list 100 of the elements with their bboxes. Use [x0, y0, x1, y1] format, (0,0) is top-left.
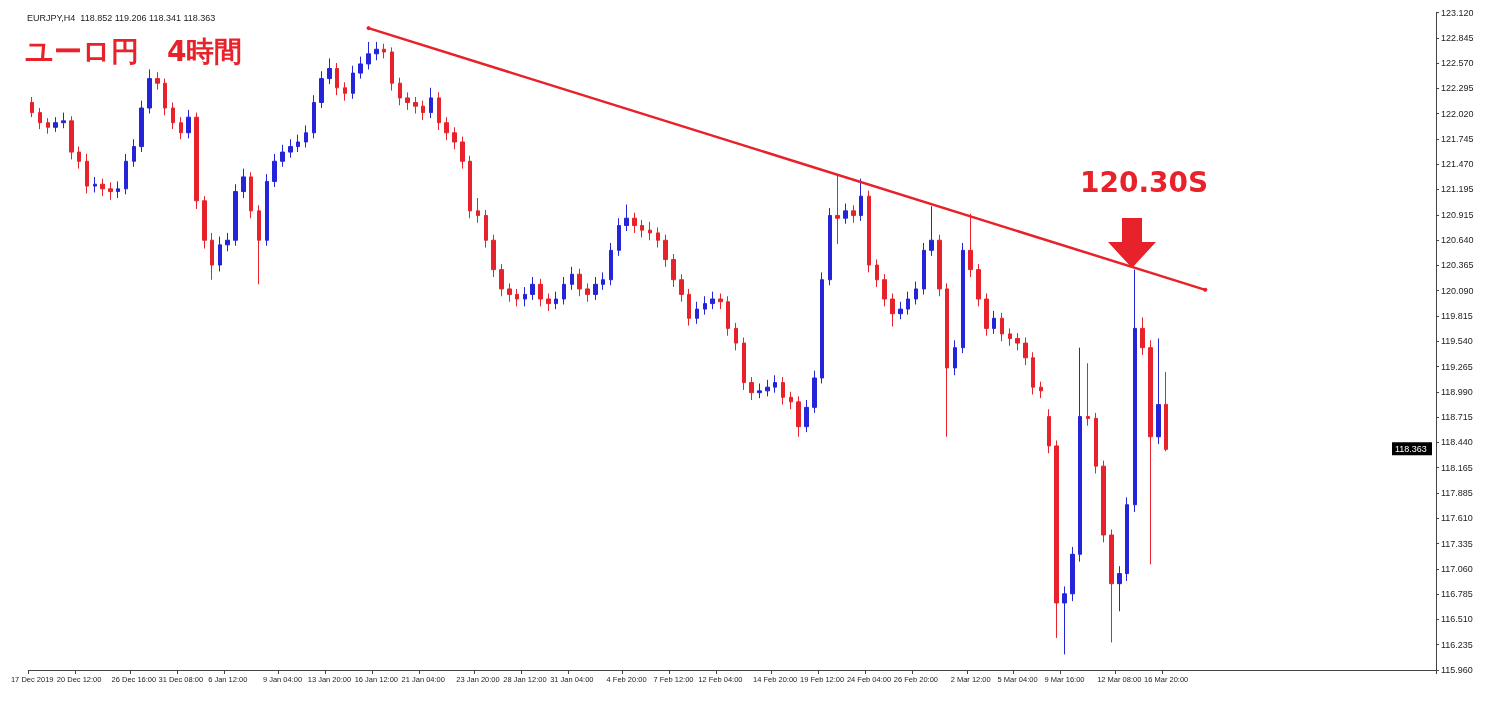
- candlestick: [241, 168, 246, 199]
- y-tick-label: 120.090: [1441, 285, 1474, 296]
- candlestick: [327, 57, 332, 85]
- candlestick: [335, 62, 339, 96]
- candlestick: [875, 259, 879, 288]
- candlestick: [460, 135, 465, 170]
- y-tick-label: 118.165: [1441, 462, 1473, 473]
- candlestick: [609, 242, 613, 286]
- candlestick: [796, 395, 801, 438]
- candlestick: [992, 310, 996, 335]
- y-tick-label: 120.640: [1441, 235, 1474, 246]
- candlestick: [398, 77, 402, 106]
- candlestick: [405, 91, 410, 111]
- candlestick: [491, 234, 496, 278]
- y-tick-label: 118.440: [1441, 437, 1473, 448]
- candlestick: [624, 203, 629, 232]
- candlestick: [1023, 337, 1028, 366]
- candlestick: [789, 391, 793, 410]
- candlestick: [1070, 546, 1075, 602]
- candlestick: [444, 116, 449, 141]
- candlestick: [742, 337, 746, 391]
- candlestick: [515, 288, 519, 307]
- candlestick: [93, 176, 97, 193]
- candlestick: [288, 138, 293, 159]
- annotation: 120.30S: [1080, 165, 1209, 199]
- candlestick: [984, 293, 989, 337]
- annotation: 118.363: [1395, 443, 1427, 454]
- candlestick: [961, 242, 965, 354]
- candlestick: [945, 282, 949, 438]
- candlestick: [679, 273, 684, 303]
- candlestick: [1094, 412, 1098, 474]
- candlestick: [272, 153, 277, 188]
- candlestick: [319, 70, 324, 109]
- candlestick: [1000, 312, 1004, 342]
- candlestick: [922, 242, 926, 295]
- candlestick: [296, 134, 300, 153]
- candlestick: [171, 101, 175, 130]
- candlestick: [179, 116, 183, 140]
- candlestick: [507, 282, 512, 303]
- candlestick: [147, 68, 152, 115]
- candlestick: [749, 376, 754, 401]
- candlestick: [1047, 408, 1051, 454]
- candlestick: [233, 183, 238, 247]
- candlestick: [882, 273, 887, 307]
- candlestick: [562, 276, 566, 306]
- candlestick: [429, 87, 433, 119]
- candlestick: [726, 295, 730, 337]
- y-tick-label: 123.120: [1441, 7, 1474, 18]
- candlestick: [570, 266, 574, 291]
- candlestick: [249, 171, 253, 219]
- candlestick: [100, 178, 105, 197]
- candlestick: [968, 213, 973, 278]
- candlestick: [1156, 338, 1161, 445]
- candlestick: [585, 282, 590, 303]
- candlestick: [929, 205, 934, 257]
- candlestick: [343, 81, 347, 102]
- candlestick: [1086, 362, 1090, 427]
- candlestick: [116, 180, 120, 199]
- candlestick: [358, 56, 363, 80]
- candlestick: [77, 146, 81, 170]
- y-tick-label: 119.540: [1441, 336, 1473, 347]
- candlestick: [648, 221, 652, 241]
- candlestick: [757, 382, 762, 399]
- candlestick: [1039, 381, 1043, 399]
- y-tick-label: 116.785: [1441, 589, 1473, 600]
- candlestick: [828, 207, 832, 286]
- candlestick: [280, 144, 285, 168]
- candlestick: [476, 197, 480, 224]
- y-tick-label: 119.265: [1441, 361, 1473, 372]
- candlestick: [304, 124, 308, 148]
- candlestick: [851, 204, 856, 224]
- candlestick: [914, 281, 918, 306]
- y-tick-label: 121.195: [1441, 184, 1474, 195]
- candlestick: [46, 117, 50, 135]
- candlestick: [530, 276, 535, 301]
- candlestick: [225, 232, 230, 252]
- y-tick-label: 118.990: [1441, 386, 1473, 397]
- candlestick: [734, 322, 738, 351]
- candlestick: [61, 112, 66, 129]
- y-tick-label: 115.960: [1441, 665, 1473, 675]
- candlestick: [139, 100, 144, 153]
- y-tick-label: 120.915: [1441, 209, 1474, 220]
- candlestick: [257, 204, 261, 285]
- y-tick-label: 122.295: [1441, 83, 1474, 94]
- candlestick: [265, 173, 269, 247]
- candlestick: [1117, 565, 1122, 612]
- y-tick-label: 122.020: [1441, 108, 1474, 119]
- y-tick-label: 122.570: [1441, 58, 1474, 69]
- candlestick: [976, 263, 981, 307]
- candlestick: [155, 71, 160, 91]
- candlestick: [421, 100, 425, 121]
- candlestick: [703, 295, 707, 316]
- candlestick: [1054, 439, 1059, 639]
- candlestick: [1109, 529, 1114, 643]
- candlestick: [835, 173, 840, 245]
- y-tick-label: 117.885: [1441, 488, 1473, 499]
- candlestick: [890, 293, 895, 328]
- candlestick: [593, 276, 598, 301]
- candlestick: [351, 65, 355, 100]
- candlestick: [499, 263, 504, 297]
